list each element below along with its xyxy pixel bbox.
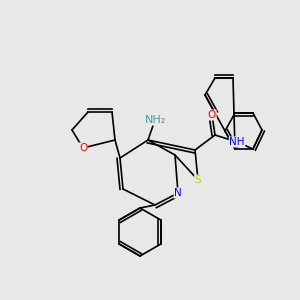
Text: O: O [208,110,216,120]
Text: O: O [79,143,87,153]
Text: NH: NH [229,137,245,147]
Text: S: S [195,175,201,185]
Text: NH₂: NH₂ [144,115,166,125]
Text: N: N [174,188,182,198]
